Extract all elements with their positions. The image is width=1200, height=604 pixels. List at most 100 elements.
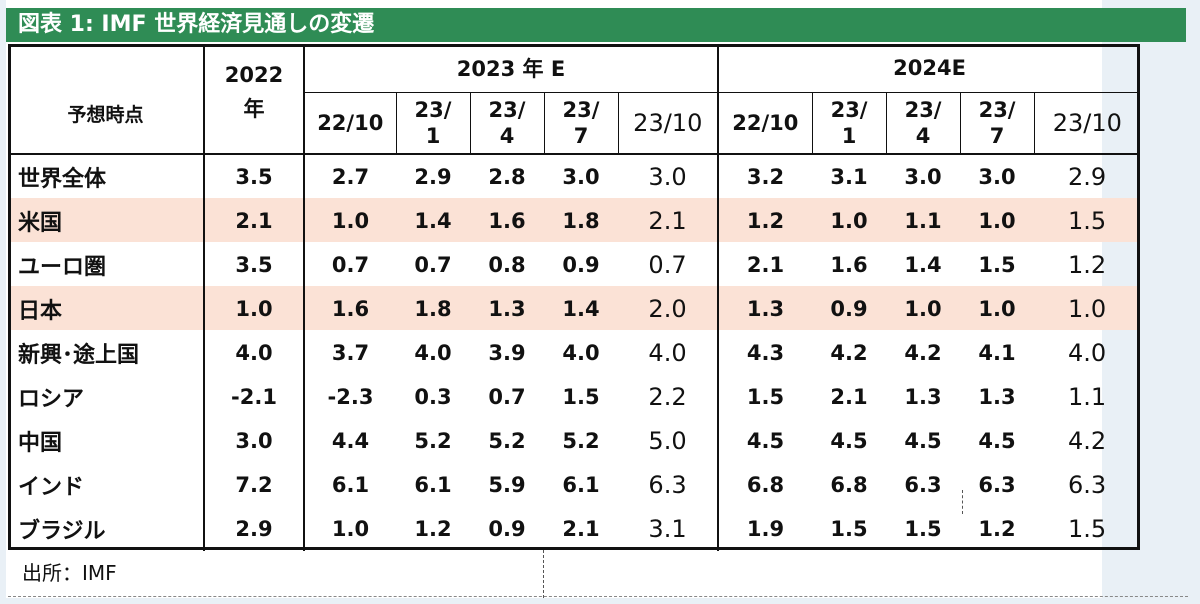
cell-2024-3: 1.0 xyxy=(978,297,1016,321)
cell-2023-3: 0.9 xyxy=(562,253,600,277)
cell-2024-3: 6.3 xyxy=(978,473,1016,497)
cell-2024-3: 1.0 xyxy=(978,209,1016,233)
cell-2024-4: 1.1 xyxy=(1067,383,1107,411)
header-2022: 2022 年 xyxy=(203,44,304,155)
dashed-bottom-line xyxy=(8,596,1188,597)
cell-2024-3: 4.1 xyxy=(978,341,1016,365)
cell-2024-4: 1.5 xyxy=(1067,515,1107,543)
cell-2023-1: 2.9 xyxy=(414,165,452,189)
cell-2024-3: 4.5 xyxy=(978,429,1016,453)
cell-2024-4: 1.0 xyxy=(1067,295,1107,323)
cell-2023-2: 1.3 xyxy=(488,297,526,321)
cell-2024-0: 1.3 xyxy=(717,287,813,331)
cell-2024-0: 6.8 xyxy=(717,463,813,507)
cell-2023-4: 3.0 xyxy=(648,163,687,191)
cell-2023-2: 1.6 xyxy=(488,209,526,233)
cell-2023-2: 3.9 xyxy=(488,341,526,365)
cell-2023-2: 0.7 xyxy=(488,385,526,409)
table-row: ブラジル 2.9 1.0 1.2 0.9 2.1 3.1 1.9 1.5 1.5 1.2 1.5 xyxy=(8,507,1140,551)
cell-2023-0: 3.7 xyxy=(303,331,396,375)
table-row: 新興･途上国 4.0 3.7 4.0 3.9 4.0 4.0 4.3 4.2 4.2 4.1 4.0 xyxy=(8,331,1140,375)
cell-2024-0: 1.2 xyxy=(717,199,813,243)
cell-2024-1: 1.6 xyxy=(830,253,868,277)
cell-2023-1: 5.2 xyxy=(414,429,452,453)
table-row: 日本 1.0 1.6 1.8 1.3 1.4 2.0 1.3 0.9 1.0 1.0 1.0 xyxy=(8,287,1140,331)
cell-2023-4: 2.1 xyxy=(648,207,687,235)
cell-2024-3: 1.5 xyxy=(978,253,1016,277)
row-label: 日本 xyxy=(18,299,63,324)
highlight-band-japan xyxy=(8,286,1140,330)
subheader-2024-3: 23/ 7 xyxy=(959,92,1035,155)
subheader-2024-4: 23/10 xyxy=(1033,92,1141,155)
subheader-2023-1: 23/ 1 xyxy=(395,92,470,155)
cell-2023-0: 6.1 xyxy=(303,463,396,507)
cell-2024-2: 1.0 xyxy=(904,297,942,321)
row-label: ブラジル xyxy=(18,519,106,544)
cell-2022: 2.9 xyxy=(203,507,304,551)
cell-2024-0: 2.1 xyxy=(717,243,813,287)
cell-2023-0: 1.0 xyxy=(303,199,396,243)
cell-2023-4: 6.3 xyxy=(648,471,687,499)
table-row: インド 7.2 6.1 6.1 5.9 6.1 6.3 6.8 6.8 6.3 6.3 6.3 xyxy=(8,463,1140,507)
cell-2023-4: 2.2 xyxy=(648,383,687,411)
cell-2024-1: 1.5 xyxy=(830,517,868,541)
cell-2023-2: 2.8 xyxy=(488,165,526,189)
cell-2022: -2.1 xyxy=(203,375,304,419)
subheader-2023-3: 23/ 7 xyxy=(543,92,618,155)
cell-2024-2: 1.1 xyxy=(904,209,942,233)
cell-2023-2: 5.2 xyxy=(488,429,526,453)
cell-2024-1: 6.8 xyxy=(830,473,868,497)
header-forecast-point: 予想時点 xyxy=(8,44,204,155)
cell-2023-3: 4.0 xyxy=(562,341,600,365)
cell-2023-4: 0.7 xyxy=(648,251,687,279)
subheader-2024-1: 23/ 1 xyxy=(811,92,887,155)
row-label: ユーロ圏 xyxy=(18,255,107,280)
cell-2024-0: 4.5 xyxy=(717,419,813,463)
cell-2024-1: 4.2 xyxy=(830,341,868,365)
row-label: ロシア xyxy=(18,387,85,412)
cell-2023-0: 0.7 xyxy=(303,243,396,287)
cell-2022: 7.2 xyxy=(203,463,304,507)
subheader-2023-4: 23/10 xyxy=(617,92,719,155)
cell-2022: 1.0 xyxy=(203,287,304,331)
cell-2024-4: 2.9 xyxy=(1067,163,1107,191)
cell-2024-1: 2.1 xyxy=(830,385,868,409)
cell-2024-2: 1.5 xyxy=(904,517,942,541)
cell-2023-0: 1.6 xyxy=(303,287,396,331)
cell-2023-4: 5.0 xyxy=(648,427,687,455)
cell-2023-2: 0.8 xyxy=(488,253,526,277)
cell-2023-3: 1.8 xyxy=(562,209,600,233)
cell-2023-4: 3.1 xyxy=(648,515,687,543)
cell-2023-2: 5.9 xyxy=(488,473,526,497)
cell-2023-0: 4.4 xyxy=(303,419,396,463)
cell-2023-0: 2.7 xyxy=(303,154,396,199)
figure-title: 図表 1: IMF 世界経済見通しの変遷 xyxy=(6,8,1186,42)
cell-2023-3: 2.1 xyxy=(562,517,600,541)
cell-2024-3: 3.0 xyxy=(978,165,1016,189)
cell-2023-1: 1.8 xyxy=(414,297,452,321)
cell-2023-4: 2.0 xyxy=(648,295,687,323)
cell-2023-3: 6.1 xyxy=(562,473,600,497)
cell-2023-3: 1.4 xyxy=(562,297,600,321)
cell-2024-4: 4.0 xyxy=(1067,339,1107,367)
cell-2024-4: 1.2 xyxy=(1067,251,1107,279)
cell-2024-2: 3.0 xyxy=(904,165,942,189)
cell-2022: 2.1 xyxy=(203,199,304,243)
cell-2023-4: 4.0 xyxy=(648,339,687,367)
row-label: 中国 xyxy=(18,431,63,456)
cell-2023-0: 1.0 xyxy=(303,507,396,551)
cell-2024-3: 1.3 xyxy=(978,385,1016,409)
cell-2023-2: 0.9 xyxy=(488,517,526,541)
cell-2023-1: 6.1 xyxy=(414,473,452,497)
source-note: 出所：IMF xyxy=(22,561,117,585)
subheader-2024-0: 22/10 xyxy=(717,92,813,155)
cell-2024-1: 3.1 xyxy=(830,165,868,189)
row-label: 米国 xyxy=(18,211,63,236)
cell-2024-1: 1.0 xyxy=(830,209,868,233)
cell-2022: 3.5 xyxy=(203,243,304,287)
cell-2023-3: 3.0 xyxy=(562,165,600,189)
header-2024: 2024E xyxy=(717,44,1141,93)
cell-2023-3: 5.2 xyxy=(562,429,600,453)
dashed-divider xyxy=(543,550,544,598)
cell-2023-0: -2.3 xyxy=(303,375,396,419)
